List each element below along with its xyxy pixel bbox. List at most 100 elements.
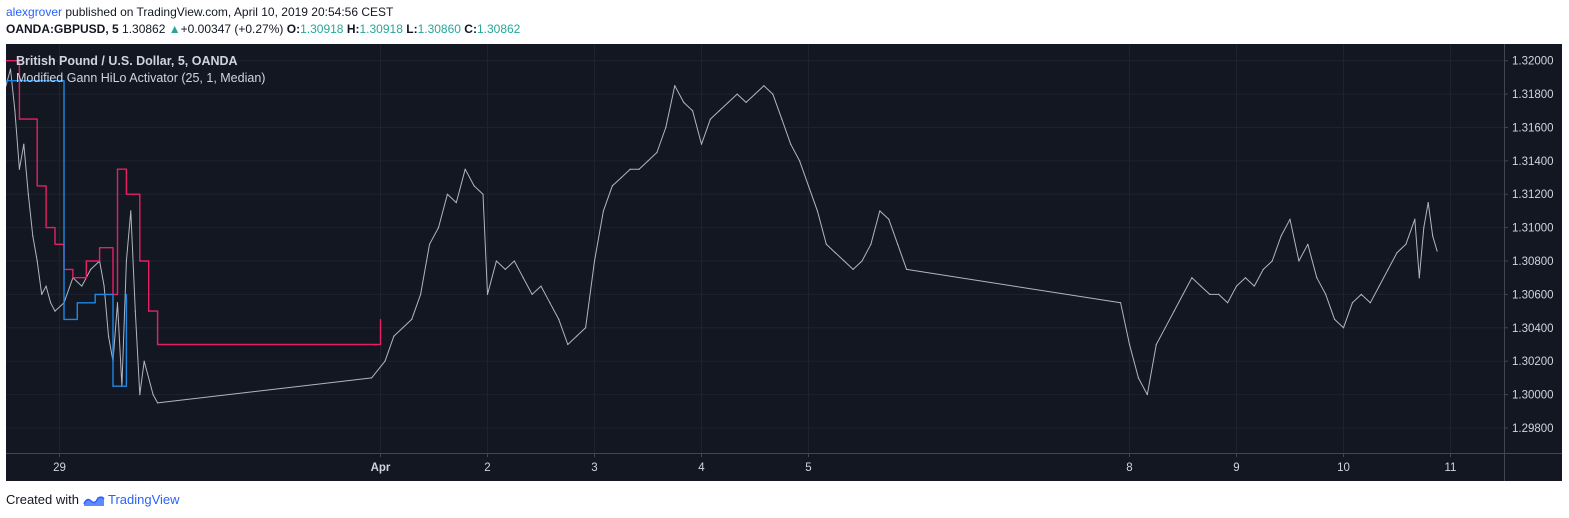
price-series-point bbox=[1427, 201, 1429, 204]
price-series-point bbox=[125, 260, 127, 262]
hilo-resistance-point bbox=[116, 168, 119, 170]
price-series-point bbox=[567, 343, 569, 346]
price-series-point bbox=[54, 310, 56, 312]
price-series-point bbox=[1351, 302, 1354, 304]
publish-text: published on TradingView.com, April 10, … bbox=[62, 5, 394, 19]
low-label: L: bbox=[406, 22, 418, 36]
y-tick-label: 1.31000 bbox=[1512, 223, 1554, 235]
change-value: +0.00347 (+0.27%) bbox=[180, 22, 284, 36]
price-series-point bbox=[1182, 293, 1184, 296]
price-series-point bbox=[1396, 252, 1398, 254]
price-series-point bbox=[611, 185, 613, 187]
price-series-point bbox=[1262, 268, 1264, 270]
price-series-point bbox=[1164, 327, 1166, 329]
hilo-resistance-point bbox=[99, 247, 101, 249]
price-series-point bbox=[1432, 235, 1434, 237]
price-series-point bbox=[1298, 260, 1300, 262]
y-tick-label: 1.32000 bbox=[1512, 56, 1554, 68]
price-series-point bbox=[1333, 318, 1336, 321]
price-value: 1.30862 bbox=[122, 22, 166, 36]
hilo-resistance-point bbox=[45, 227, 47, 229]
price-series-point bbox=[27, 193, 29, 195]
price-series-point bbox=[1289, 218, 1291, 220]
price-series-point bbox=[455, 201, 457, 204]
price-series-point bbox=[1173, 310, 1175, 312]
price-series-point bbox=[647, 160, 649, 162]
price-series-point bbox=[549, 302, 551, 304]
price-series-point bbox=[718, 110, 720, 112]
price-series-point bbox=[1307, 243, 1309, 245]
price-series-point bbox=[1235, 285, 1238, 287]
price-series-point bbox=[23, 143, 25, 145]
price-chart[interactable]: 1.29800 1.30000 1.30200 1.30400 1.30600 1.308… bbox=[6, 44, 1562, 481]
y-tick-label: 1.30600 bbox=[1512, 289, 1554, 301]
price-series-point bbox=[14, 110, 16, 112]
price-series-point bbox=[790, 143, 792, 145]
price-series-point bbox=[656, 151, 658, 154]
price-series-point bbox=[736, 93, 738, 95]
price-series-point bbox=[852, 268, 854, 270]
y-tick-label: 1.31400 bbox=[1512, 156, 1554, 168]
price-series-point bbox=[420, 293, 422, 296]
price-series-point bbox=[1244, 277, 1247, 279]
price-series-point bbox=[1146, 393, 1148, 396]
price-series-point bbox=[370, 377, 373, 379]
price-series-point bbox=[879, 210, 881, 212]
chart-frame[interactable]: 1.29800 1.30000 1.30200 1.30400 1.30600 1.308… bbox=[6, 44, 1562, 481]
price-series-point bbox=[1218, 293, 1220, 296]
price-series-point bbox=[482, 193, 484, 195]
price-series-point bbox=[81, 285, 83, 287]
price-series-point bbox=[36, 260, 38, 262]
hilo-support-point bbox=[112, 385, 114, 387]
price-series-point bbox=[446, 193, 448, 195]
hilo-support-point bbox=[6, 80, 7, 82]
price-series-point bbox=[798, 160, 801, 162]
y-tick-label: 1.30400 bbox=[1512, 323, 1554, 335]
y-tick-label: 1.30200 bbox=[1512, 356, 1554, 368]
y-tick-label: 1.31800 bbox=[1512, 89, 1554, 101]
price-series-point bbox=[1369, 302, 1371, 304]
price-series-point bbox=[593, 260, 596, 262]
author-link[interactable]: alexgrover bbox=[6, 5, 63, 19]
x-tick-label: 4 bbox=[698, 462, 705, 474]
x-tick-label: 10 bbox=[1337, 462, 1350, 474]
price-series-point bbox=[576, 335, 578, 337]
price-series-point bbox=[816, 210, 819, 212]
price-series-point bbox=[745, 101, 747, 104]
price-series-point bbox=[411, 318, 413, 321]
price-series-point bbox=[870, 243, 872, 245]
price-series-point bbox=[116, 302, 119, 304]
low-value: 1.30860 bbox=[417, 22, 461, 36]
hilo-resistance-line bbox=[6, 60, 382, 346]
price-series-point bbox=[1418, 277, 1420, 279]
tradingview-brand-link[interactable]: TradingView bbox=[107, 492, 180, 507]
close-label: C: bbox=[464, 22, 477, 36]
price-series-point bbox=[1360, 293, 1362, 296]
y-tick-label: 1.31200 bbox=[1512, 189, 1554, 201]
price-series-point bbox=[464, 168, 466, 170]
price-series-point bbox=[754, 93, 756, 95]
x-tick-label: Apr bbox=[371, 462, 391, 474]
price-series-point bbox=[531, 293, 533, 296]
x-tick-label: 29 bbox=[53, 462, 66, 474]
price-series-point bbox=[504, 268, 506, 270]
price-series-point bbox=[393, 335, 395, 337]
hilo-resistance-point bbox=[85, 260, 87, 262]
price-series-point bbox=[629, 168, 631, 170]
price-series-point bbox=[107, 335, 110, 337]
price-series-point bbox=[1387, 268, 1389, 270]
created-with-label: Created with bbox=[6, 492, 79, 507]
y-tick-label: 1.29800 bbox=[1512, 423, 1554, 435]
price-series-point bbox=[1155, 343, 1157, 346]
price-series-point bbox=[1271, 260, 1273, 262]
up-arrow-icon: ▲ bbox=[168, 22, 181, 36]
price-series-point bbox=[473, 185, 475, 187]
price-series-point bbox=[807, 185, 810, 187]
price-series-point bbox=[905, 268, 908, 270]
tradingview-logo-icon bbox=[83, 495, 105, 506]
price-series-point bbox=[834, 252, 836, 254]
hilo-support-point bbox=[63, 318, 65, 321]
hilo-support-point bbox=[76, 302, 78, 304]
price-series-point bbox=[1200, 285, 1202, 287]
hilo-support-line bbox=[6, 80, 128, 387]
